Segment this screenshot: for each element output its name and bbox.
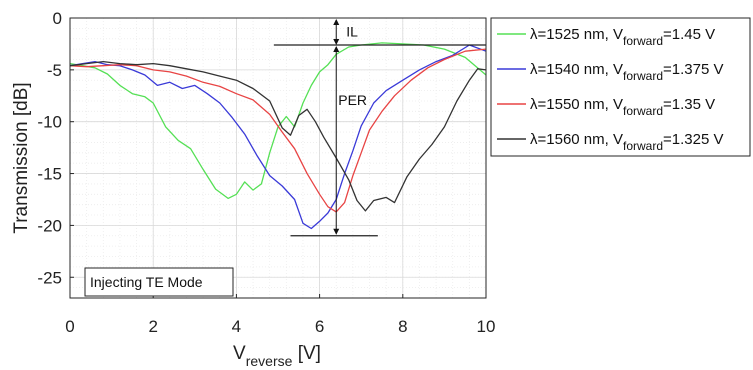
- x-ticks: 0 2 4 6 8 10: [65, 294, 495, 336]
- legend-label: λ=1540 nm, Vforward=1.375 V: [530, 61, 723, 83]
- x-axis-title-unit: [V]: [292, 343, 321, 364]
- il-arrowhead-top: [333, 19, 340, 25]
- x-axis-title-main: V: [233, 343, 246, 364]
- per-arrowhead-bottom: [333, 228, 340, 235]
- legend-label: λ=1550 nm, Vforward=1.35 V: [530, 96, 715, 118]
- legend-label-main: λ=1550 nm, V: [530, 96, 623, 113]
- x-tick-label: 4: [232, 317, 241, 336]
- legend-item-1: λ=1525 nm, Vforward=1.45 V: [497, 26, 715, 48]
- legend-item-4: λ=1560 nm, Vforward=1.325 V: [497, 131, 723, 153]
- legend-label: λ=1560 nm, Vforward=1.325 V: [530, 131, 723, 153]
- legend-label-main: λ=1525 nm, V: [530, 26, 623, 43]
- legend-label: λ=1525 nm, Vforward=1.45 V: [530, 26, 715, 48]
- legend-label-main: λ=1540 nm, V: [530, 61, 623, 78]
- il-arrowhead-bottom: [333, 38, 340, 45]
- legend-label-main: λ=1560 nm, V: [530, 131, 623, 148]
- legend-label-sub: forward: [623, 139, 663, 153]
- legend-label-sub: forward: [623, 69, 663, 83]
- plot-area: [70, 18, 486, 298]
- x-tick-label: 8: [398, 317, 407, 336]
- legend-label-value: =1.375 V: [663, 61, 723, 78]
- te-mode-box-label: Injecting TE Mode: [90, 274, 203, 290]
- x-tick-label: 0: [65, 317, 74, 336]
- legend-box: [490, 17, 751, 157]
- te-mode-box: Injecting TE Mode: [84, 267, 234, 297]
- series-line-2: [70, 44, 486, 230]
- series-line-4: [70, 60, 486, 212]
- series-layer: [70, 42, 486, 230]
- series-line-1: [70, 42, 486, 200]
- x-tick-label: 2: [148, 317, 157, 336]
- y-tick-label: -15: [37, 165, 62, 184]
- legend: λ=1525 nm, Vforward=1.45 Vλ=1540 nm, Vfo…: [490, 17, 751, 157]
- y-tick-label: -10: [37, 113, 62, 132]
- x-tick-label: 10: [477, 317, 496, 336]
- plot-frame: [69, 17, 487, 299]
- legend-label-value: =1.325 V: [663, 131, 723, 148]
- x-tick-label: 6: [315, 317, 324, 336]
- legend-label-sub: forward: [623, 34, 663, 48]
- y-tick-label: -5: [47, 61, 62, 80]
- y-tick-label: -25: [37, 268, 62, 287]
- x-axis-title: Vreverse [V]: [233, 343, 321, 369]
- x-axis-title-sub: reverse: [246, 353, 293, 369]
- y-tick-label: 0: [53, 9, 62, 28]
- annotations: IL PER: [273, 19, 486, 237]
- per-label: PER: [338, 92, 367, 108]
- y-ticks: 0 -5 -10 -15 -20 -25: [37, 9, 74, 287]
- legend-label-value: =1.35 V: [663, 96, 715, 113]
- series-line-3: [70, 48, 486, 213]
- legend-label-sub: forward: [623, 104, 663, 118]
- legend-item-2: λ=1540 nm, Vforward=1.375 V: [497, 61, 723, 83]
- y-axis-title: Transmission [dB]: [11, 82, 32, 233]
- y-tick-label: -20: [37, 216, 62, 235]
- legend-label-value: =1.45 V: [663, 26, 715, 43]
- per-arrowhead-top: [333, 45, 340, 52]
- legend-item-3: λ=1550 nm, Vforward=1.35 V: [497, 96, 715, 118]
- il-label: IL: [346, 23, 358, 39]
